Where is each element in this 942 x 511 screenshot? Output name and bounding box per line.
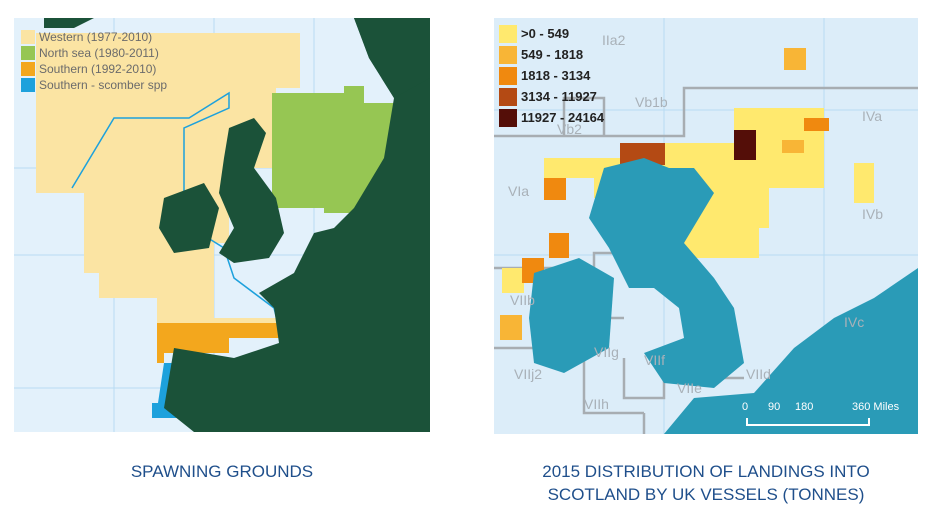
area-label: VIa — [508, 183, 530, 199]
scomber-outline — [71, 91, 280, 329]
land-ireland — [159, 183, 219, 253]
area-label: VIIj2 — [514, 366, 543, 382]
area-label: VIIe — [677, 380, 702, 396]
legend-swatch — [21, 78, 35, 92]
legend-item: 549 - 1818 — [499, 44, 604, 65]
area-label: Vb2 — [557, 121, 582, 137]
land-mainland — [164, 18, 430, 432]
land-norway — [354, 18, 430, 98]
scale-tick: 0 — [742, 401, 749, 413]
western-area — [36, 33, 300, 334]
land-continent — [664, 268, 918, 434]
scale-line — [746, 418, 870, 426]
legend-item: 1818 - 3134 — [499, 65, 604, 86]
legend-item: North sea (1980-2011) — [21, 45, 167, 61]
spawning-legend: Western (1977-2010) North sea (1980-2011… — [21, 29, 167, 93]
right-caption: 2015 DISTRIBUTION OF LANDINGS INTO SCOTL… — [494, 460, 918, 506]
land-ireland — [529, 258, 614, 373]
legend-label: >0 - 549 — [521, 26, 570, 41]
legend-label: 3134 - 11927 — [521, 89, 597, 104]
legend-item: Southern - scomber spp — [21, 77, 167, 93]
legend-label: Southern - scomber spp — [39, 78, 168, 92]
area-label: Vb1b — [635, 94, 668, 110]
legend-label: North sea (1980-2011) — [39, 46, 159, 60]
land-britain — [219, 118, 284, 263]
area-label: VIIg — [594, 344, 619, 360]
legend-label: Western (1977-2010) — [39, 30, 153, 44]
area-label: IVa — [862, 108, 882, 124]
caption-line: SCOTLAND BY UK VESSELS (TONNES) — [547, 485, 865, 504]
area-label: IIa2 — [602, 32, 626, 48]
legend-label: 11927 - 24164 — [521, 110, 605, 125]
landings-map-graphic — [494, 18, 918, 434]
area-label: IVb — [862, 206, 884, 222]
legend-swatch — [21, 30, 35, 44]
landings-distribution-map: IIa2 Vb1b Vb2 IVa VIa IVb VIIb IVc VIIg … — [494, 18, 918, 434]
legend-item: 11927 - 24164 — [499, 107, 604, 128]
scale-tick: 360 Miles — [852, 401, 900, 413]
spawning-map-graphic — [14, 18, 430, 432]
legend-label: 1818 - 3134 — [521, 68, 591, 83]
area-label: VIIb — [510, 292, 535, 308]
legend-swatch — [499, 24, 517, 43]
caption-line: 2015 DISTRIBUTION OF LANDINGS INTO — [542, 462, 870, 481]
legend-swatch — [499, 66, 517, 85]
land-iceland-edge — [44, 18, 94, 28]
area-label: VIId — [746, 366, 771, 382]
legend-item: Western (1977-2010) — [21, 29, 167, 45]
left-caption: SPAWNING GROUNDS — [130, 462, 314, 481]
legend-swatch — [21, 46, 35, 60]
area-label: IVc — [844, 314, 865, 330]
area-label: VIIh — [584, 396, 609, 412]
legend-item: 3134 - 11927 — [499, 86, 604, 107]
legend-swatch — [499, 45, 517, 64]
legend-swatch — [499, 108, 517, 127]
legend-label: Southern (1992-2010) — [39, 62, 157, 76]
legend-item: Southern (1992-2010) — [21, 61, 167, 77]
scale-tick: 90 — [768, 401, 781, 413]
spawning-grounds-map: Western (1977-2010) North sea (1980-2011… — [14, 18, 430, 432]
scale-tick: 180 — [795, 401, 814, 413]
legend-swatch — [499, 87, 517, 106]
legend-item: >0 - 549 — [499, 23, 604, 44]
landings-legend: >0 - 549 549 - 1818 1818 - 3134 3134 - 1… — [499, 23, 604, 128]
area-label: VIIf — [644, 352, 666, 368]
legend-label: 549 - 1818 — [521, 47, 584, 62]
land-britain — [589, 158, 744, 388]
legend-swatch — [21, 62, 35, 76]
